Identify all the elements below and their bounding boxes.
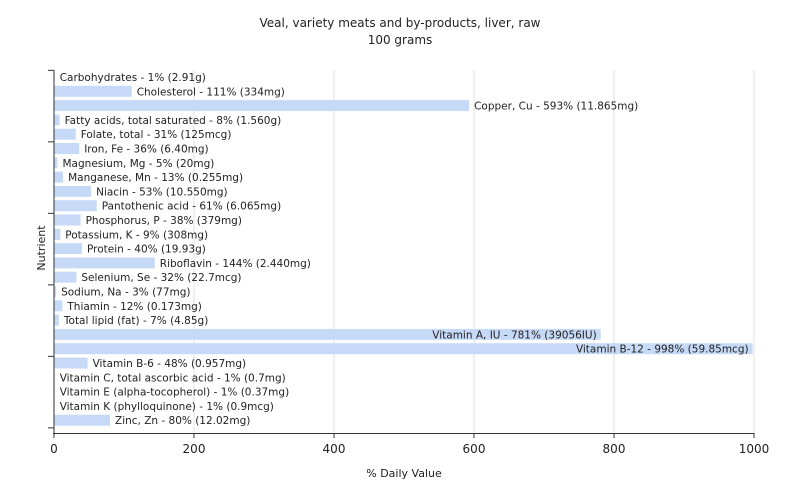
bar-label: Niacin - 53% (10.550mg) [96,186,228,198]
bar-label: Fatty acids, total saturated - 8% (1.560… [65,115,282,127]
bar-label: Vitamin E (alpha-tocopherol) - 1% (0.37m… [60,387,290,399]
bar[interactable] [54,200,97,212]
bar-label: Vitamin C, total ascorbic acid - 1% (0.7… [60,372,286,384]
x-tick-label: 600 [463,442,486,456]
bar-label: Pantothenic acid - 61% (6.065mg) [102,201,281,213]
bar[interactable] [54,357,88,369]
bar[interactable] [54,228,61,240]
gridlines [193,70,755,433]
bar[interactable] [54,286,57,297]
bar-label: Protein - 40% (19.93g) [87,244,206,256]
x-tick-label: 200 [183,442,206,456]
bar-label: Vitamin K (phylloquinone) - 1% (0.9mcg) [60,401,274,413]
bar[interactable] [54,185,92,197]
x-tick-label: 0 [50,442,58,456]
x-tick-label: 400 [323,442,346,456]
bar[interactable] [54,143,80,154]
y-axis-label: Nutrient [35,225,48,271]
bar-label: Vitamin A, IU - 781% (39056IU) [432,329,596,341]
chart-subtitle: 100 grams [368,33,433,47]
bar-label: Zinc, Zn - 80% (12.02mg) [115,415,250,427]
bar-label: Potassium, K - 9% (308mg) [65,229,208,241]
x-axis-label: % Daily Value [366,467,442,480]
bar[interactable] [54,114,60,126]
bar-label: Iron, Fe - 36% (6.40mg) [84,144,208,156]
bar[interactable] [54,414,110,426]
bar[interactable] [54,243,82,255]
bar-label: Sodium, Na - 3% (77mg) [61,287,190,299]
x-tick-labels: 0 200 400 600 800 1000 [50,433,769,456]
bar-label: Folate, total - 31% (125mcg) [81,129,232,141]
bar-label: Phosphorus, P - 38% (379mg) [86,215,242,227]
bar[interactable] [54,128,76,140]
bar-label: Magnesium, Mg - 5% (20mg) [63,158,215,170]
bar[interactable] [54,271,77,283]
bar[interactable] [54,171,64,183]
bar-label: Vitamin B-6 - 48% (0.957mg) [93,358,247,370]
bar-label: Riboflavin - 144% (2.440mg) [160,258,311,270]
bar[interactable] [54,157,58,169]
bar[interactable] [54,85,132,97]
bar-label: Total lipid (fat) - 7% (4.85g) [63,315,208,327]
x-tick-label: 1000 [739,442,770,456]
bar-label: Vitamin B-12 - 998% (59.85mcg) [576,344,749,356]
bar-label: Carbohydrates - 1% (2.91g) [60,72,206,84]
bar[interactable] [54,314,59,326]
bar[interactable] [54,100,470,112]
bar[interactable] [54,300,63,312]
bar-label: Cholesterol - 111% (334mg) [137,86,285,98]
bar[interactable] [54,328,601,340]
bar[interactable] [54,214,81,226]
axes-group [48,69,754,434]
x-tick-label: 800 [603,442,626,456]
chart-title: Veal, variety meats and by-products, liv… [260,16,541,30]
bar-label: Manganese, Mn - 13% (0.255mg) [68,172,243,184]
bar-label: Thiamin - 12% (0.173mg) [66,301,202,313]
bar[interactable] [54,343,753,355]
bar-label: Selenium, Se - 32% (22.7mcg) [81,272,241,284]
bar-label: Copper, Cu - 593% (11.865mg) [474,101,638,113]
bars-group: Carbohydrates - 1% (2.91g) Cholesterol - … [54,71,753,427]
plot-area [54,70,754,433]
bar[interactable] [54,257,155,269]
